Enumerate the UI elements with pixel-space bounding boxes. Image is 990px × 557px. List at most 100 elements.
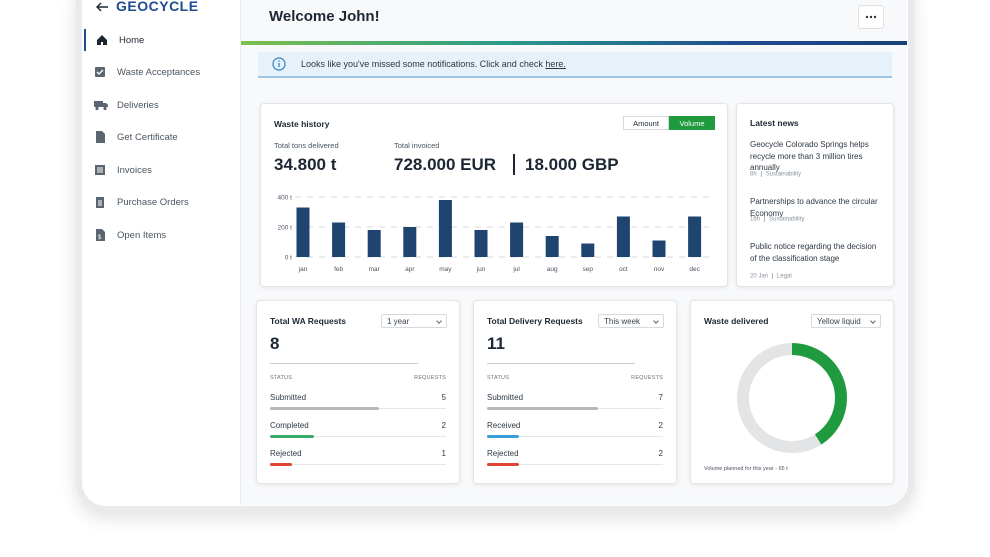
news-time: 8h xyxy=(750,171,757,178)
news-meta: 16h Sustainability xyxy=(750,216,804,223)
status-count: 2 xyxy=(441,421,446,430)
bar-chart: 0 t 200 t 400 t jan feb mar apr may jun jul aug sep… xyxy=(278,195,715,273)
x-tick-label: may xyxy=(439,266,452,273)
news-tag: Sustainability xyxy=(765,171,802,178)
news-card: Latest news Geocycle Colorado Springs he… xyxy=(736,103,894,287)
more-button[interactable] xyxy=(858,5,884,29)
x-tick-label: dec xyxy=(689,266,700,273)
info-icon xyxy=(272,57,286,71)
status-count: 2 xyxy=(658,421,663,430)
status-bar xyxy=(270,407,380,410)
bar xyxy=(296,207,310,257)
row-line xyxy=(270,363,418,364)
donut-segment xyxy=(737,343,847,453)
y-tick-label: 0 t xyxy=(285,255,292,262)
notification-link[interactable]: here. xyxy=(545,59,566,69)
bar xyxy=(403,227,417,257)
waste-delivered-card: Waste delivered Yellow liquid Volume pla… xyxy=(690,300,894,484)
separator xyxy=(760,171,762,177)
row-line xyxy=(487,436,663,437)
toggle-option[interactable]: Amount xyxy=(623,116,669,130)
status-bar xyxy=(487,407,599,410)
news-tag: Legal xyxy=(777,273,792,280)
stat-value: 34.800 t xyxy=(274,155,337,174)
news-time: 20 Jan xyxy=(750,273,769,280)
card-title: Total Delivery Requests xyxy=(487,316,583,326)
bar xyxy=(581,243,595,257)
menu-item[interactable]: Purchase Orders xyxy=(84,191,240,213)
bar xyxy=(652,240,666,257)
news-meta: 8h Sustainability xyxy=(750,171,801,178)
bar xyxy=(545,236,559,257)
menu-item[interactable]: Waste Acceptances xyxy=(84,61,240,83)
menu-item[interactable]: Home xyxy=(84,29,242,51)
notification-message: Looks like you've missed some notificati… xyxy=(301,59,543,69)
menu-label: Open Items xyxy=(117,229,167,241)
x-tick-label: jun xyxy=(476,266,486,273)
donut-chart xyxy=(737,343,847,453)
stat-value: 18.000 GBP xyxy=(525,155,619,174)
status-label: Submitted xyxy=(270,393,307,402)
news-title: Partnerships to advance the circular Eco… xyxy=(750,197,878,218)
bar xyxy=(688,216,702,257)
menu-item[interactable]: Invoices xyxy=(84,159,240,181)
news-tag: Sustainability xyxy=(769,216,805,223)
card-title: Waste delivered xyxy=(704,316,769,326)
bar xyxy=(474,230,488,257)
notification-text: Looks like you've missed some notificati… xyxy=(301,59,566,69)
news-title: Public notice regarding the decision of … xyxy=(750,242,877,263)
dropdown[interactable]: 1 year xyxy=(381,314,447,328)
toggle-option-active[interactable]: Volume xyxy=(669,116,715,130)
waste-history-card: Waste history Amount Volume Total tons d… xyxy=(260,103,728,287)
menu-label: Waste Acceptances xyxy=(117,66,201,78)
dots xyxy=(865,15,877,19)
bar xyxy=(510,222,524,257)
row-line xyxy=(270,436,446,437)
x-tick-label: aug xyxy=(547,266,558,273)
icon: $ xyxy=(96,229,105,241)
separator xyxy=(764,216,766,222)
header-bar xyxy=(241,41,907,45)
donut-footer: Volume planned for this year - 65 t xyxy=(704,466,788,472)
status-count: 2 xyxy=(658,449,663,458)
y-tick-label: 400 t xyxy=(278,195,293,202)
card-title: Total WA Requests xyxy=(270,316,347,326)
main: Welcome John! Looks like you've missed s… xyxy=(241,0,907,505)
status-count: 1 xyxy=(441,449,446,458)
back-arrow[interactable] xyxy=(94,1,110,13)
bar xyxy=(616,216,630,257)
news-meta: 20 Jan Legal xyxy=(750,273,792,280)
icon xyxy=(97,35,107,45)
status-label: Received xyxy=(487,421,521,430)
menu-item[interactable]: Get Certificate xyxy=(84,126,240,148)
divider xyxy=(513,154,515,175)
bar xyxy=(438,200,452,257)
menu-item[interactable]: Deliveries xyxy=(84,94,240,116)
x-tick-label: apr xyxy=(405,266,415,273)
icon xyxy=(95,165,105,175)
delivery-requests-card: Total Delivery Requests This week 11 STATUS… xyxy=(473,300,677,484)
x-tick-label: jul xyxy=(512,266,520,273)
status-label: Submitted xyxy=(487,393,524,402)
status-bar xyxy=(270,463,292,466)
card-title: Waste history xyxy=(274,119,330,129)
screen: GEOCYCLE Home Waste Acceptances Deliveri… xyxy=(84,0,907,505)
column-header: STATUS xyxy=(270,375,293,381)
page-title: Welcome John! xyxy=(269,8,380,25)
x-tick-label: mar xyxy=(369,266,381,273)
total: 11 xyxy=(487,334,505,353)
news-title: Geocycle Colorado Springs helps recycle … xyxy=(750,140,869,172)
status-count: 5 xyxy=(441,393,446,402)
dropdown[interactable]: Yellow liquid xyxy=(811,314,881,328)
row-line xyxy=(270,464,446,465)
status-label: Completed xyxy=(270,421,309,430)
total: 8 xyxy=(270,334,280,353)
menu-item[interactable]: $ Open Items xyxy=(84,224,240,246)
dropdown[interactable]: This week xyxy=(598,314,664,328)
menu-label: Deliveries xyxy=(117,99,159,111)
x-tick-label: jan xyxy=(298,266,308,273)
x-tick-label: nov xyxy=(654,266,665,273)
x-tick-label: sep xyxy=(583,266,594,273)
column-header: REQUESTS xyxy=(631,375,663,381)
